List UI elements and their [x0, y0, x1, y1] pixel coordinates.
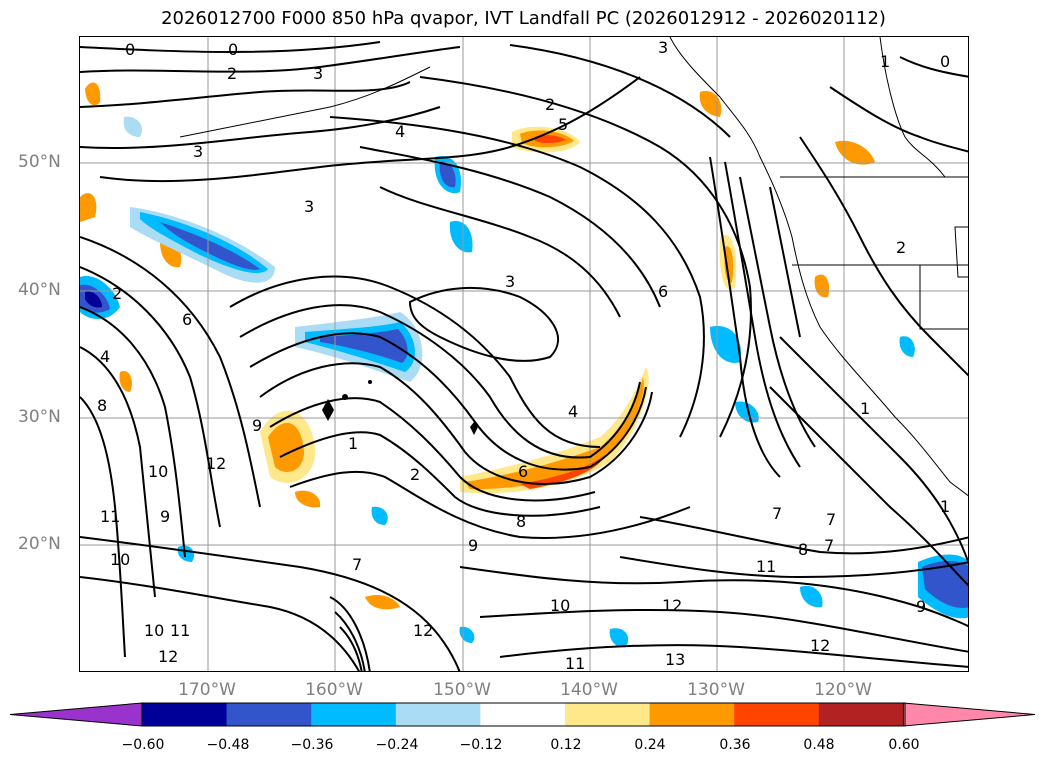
contour-label: 9 [160, 507, 170, 526]
contour-label: 9 [916, 597, 926, 616]
contour-label: 12 [662, 596, 682, 615]
lon-label-140w: 140°W [560, 680, 618, 700]
contour-label: 12 [158, 647, 178, 666]
contour-label: 6 [658, 282, 668, 301]
contour-label: 12 [206, 454, 226, 473]
colorbar-tick: 0.48 [803, 737, 835, 753]
colorbar-tick: −0.36 [290, 737, 334, 753]
contour-label: 0 [940, 52, 950, 71]
lat-label-30n: 30°N [18, 407, 61, 427]
lat-label-20n: 20°N [18, 534, 61, 554]
contour-label: 10 [148, 462, 168, 481]
contour-label: 6 [182, 310, 192, 329]
contour-label: 7 [352, 555, 362, 574]
contour-label: 1 [940, 497, 950, 516]
contour-label: 2 [227, 64, 237, 83]
contour-label: 3 [505, 272, 515, 291]
contour-label: 8 [97, 396, 107, 415]
lat-label-50n: 50°N [18, 152, 61, 172]
map-plot-area: 0 0 2 3 4 3 2 5 1 0 3 3 2 4 3 6 6 4 8 9 … [79, 36, 969, 672]
contour-label: 11 [170, 621, 190, 640]
lon-label-130w: 130°W [687, 680, 745, 700]
colorbar-segment [565, 703, 651, 726]
contour-label: 1 [860, 399, 870, 418]
colorbar-segment [734, 703, 820, 726]
colorbar-segments [10, 702, 1036, 727]
ivt-contours [80, 41, 968, 671]
contour-label: 12 [413, 621, 433, 640]
contour-label: 10 [144, 621, 164, 640]
contour-label: 3 [193, 142, 203, 161]
lon-label-120w: 120°W [814, 680, 872, 700]
contour-label: 1 [880, 52, 890, 71]
contour-label: 12 [810, 636, 830, 655]
contour-label: 13 [665, 650, 685, 669]
contour-label: 3 [658, 38, 668, 57]
lon-label-150w: 150°W [433, 680, 491, 700]
colorbar-tick: −0.60 [121, 737, 165, 753]
contour-label: 4 [568, 402, 578, 421]
contour-label: 8 [798, 540, 808, 559]
colorbar-segment [311, 703, 397, 726]
contour-label: 7 [826, 510, 836, 529]
coastlines [179, 37, 968, 497]
colorbar-tick: −0.24 [375, 737, 419, 753]
contour-label: 11 [565, 654, 585, 672]
colorbar-segment [649, 703, 735, 726]
contour-label: 10 [550, 596, 570, 615]
lon-label-170w: 170°W [178, 680, 236, 700]
contour-label: 11 [100, 507, 120, 526]
colorbar-tick: 0.60 [888, 737, 920, 753]
contour-label: 2 [112, 284, 122, 303]
contour-label: 0 [228, 40, 238, 59]
lon-label-160w: 160°W [305, 680, 363, 700]
colorbar-tick: −0.48 [206, 737, 250, 753]
negative-shading [80, 116, 968, 648]
contour-label: 5 [558, 115, 568, 134]
contour-label: 3 [313, 64, 323, 83]
contour-labels: 0 0 2 3 4 3 2 5 1 0 3 3 2 4 3 6 6 4 8 9 … [97, 38, 950, 672]
map-title: 2026012700 F000 850 hPa qvapor, IVT Land… [161, 8, 886, 29]
lat-label-40n: 40°N [18, 280, 61, 300]
contour-label: 4 [100, 347, 110, 366]
colorbar-extend-min [10, 702, 143, 727]
contour-label: 7 [824, 536, 834, 555]
contour-label: 9 [252, 416, 262, 435]
colorbar-tick: 0.36 [719, 737, 751, 753]
contour-label: 6 [518, 462, 528, 481]
contour-label: 4 [395, 122, 405, 141]
colorbar-extend-max [902, 702, 1036, 727]
contour-label: 8 [516, 512, 526, 531]
colorbar-segment [226, 703, 312, 726]
colorbar-segment [395, 703, 481, 726]
contour-label: 1 [348, 434, 358, 453]
colorbar-tick: −0.12 [459, 737, 503, 753]
contour-label: 9 [468, 536, 478, 555]
contour-label: 10 [110, 550, 130, 569]
colorbar [10, 702, 1036, 727]
colorbar-segment [818, 703, 904, 726]
contour-label: 11 [756, 557, 776, 576]
colorbar-tick: 0.24 [634, 737, 666, 753]
colorbar-tick: 0.12 [550, 737, 582, 753]
map-canvas: 0 0 2 3 4 3 2 5 1 0 3 3 2 4 3 6 6 4 8 9 … [80, 37, 968, 672]
colorbar-segment [480, 703, 566, 726]
contour-label: 7 [772, 504, 782, 523]
contour-label: 2 [896, 238, 906, 257]
contour-label: 2 [545, 95, 555, 114]
contour-label: 2 [410, 465, 420, 484]
small-features [322, 380, 478, 435]
contour-label: 0 [125, 40, 135, 59]
colorbar-segment [142, 703, 228, 726]
contour-label: 3 [304, 197, 314, 216]
